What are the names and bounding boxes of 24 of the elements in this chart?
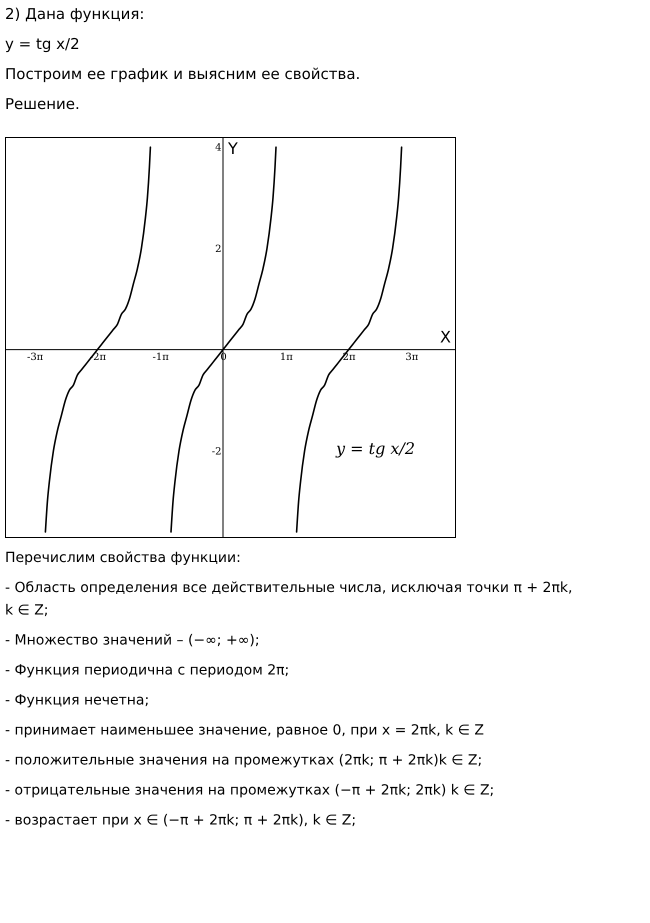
x-tick-label: 2π bbox=[342, 352, 356, 364]
text: Перечислим свойства функции: bbox=[5, 550, 241, 566]
text: - положительные значения на промежутках (2πk; π + 2πk)k ∈ Z; bbox=[5, 752, 482, 768]
text: - Область определения все действительные числа, исключая точки π + 2πk, k ∈ Z; bbox=[5, 580, 572, 618]
chart-title: 2) Дана функция: bbox=[5, 5, 144, 23]
text: Решение. bbox=[5, 95, 80, 113]
x-tick-label: -3π bbox=[26, 352, 44, 364]
text: - отрицательные значения на промежутках (−π + 2πk; 2πk) k ∈ Z; bbox=[5, 782, 494, 798]
y-tick-label: -2 bbox=[212, 446, 222, 458]
text: - Функция нечетна; bbox=[5, 692, 150, 708]
annotation: y = tg x/2 bbox=[335, 439, 415, 458]
text: Построим ее график и выясним ее свойства. bbox=[5, 65, 360, 83]
text: - Функция периодична с периодом 2π; bbox=[5, 662, 290, 678]
y-tick-label: 4 bbox=[215, 142, 222, 154]
x-tick-label: -1π bbox=[152, 352, 170, 364]
text: - Множество значений – (−∞; +∞); bbox=[5, 632, 260, 648]
text: - принимает наименьшее значение, равное 0, при x = 2πk, k ∈ Z bbox=[5, 722, 484, 738]
y-axis-title: Y bbox=[227, 139, 238, 158]
y-tick-label: 2 bbox=[215, 244, 222, 255]
chart-subtitle: y = tg x/2 bbox=[5, 35, 80, 53]
x-tick-label: 3π bbox=[405, 352, 419, 364]
x-tick-label: 1π bbox=[280, 352, 294, 364]
text: - возрастает при x ∈ (−π + 2πk; π + 2πk), k ∈ Z; bbox=[5, 812, 356, 828]
x-axis-title: X bbox=[440, 328, 452, 347]
